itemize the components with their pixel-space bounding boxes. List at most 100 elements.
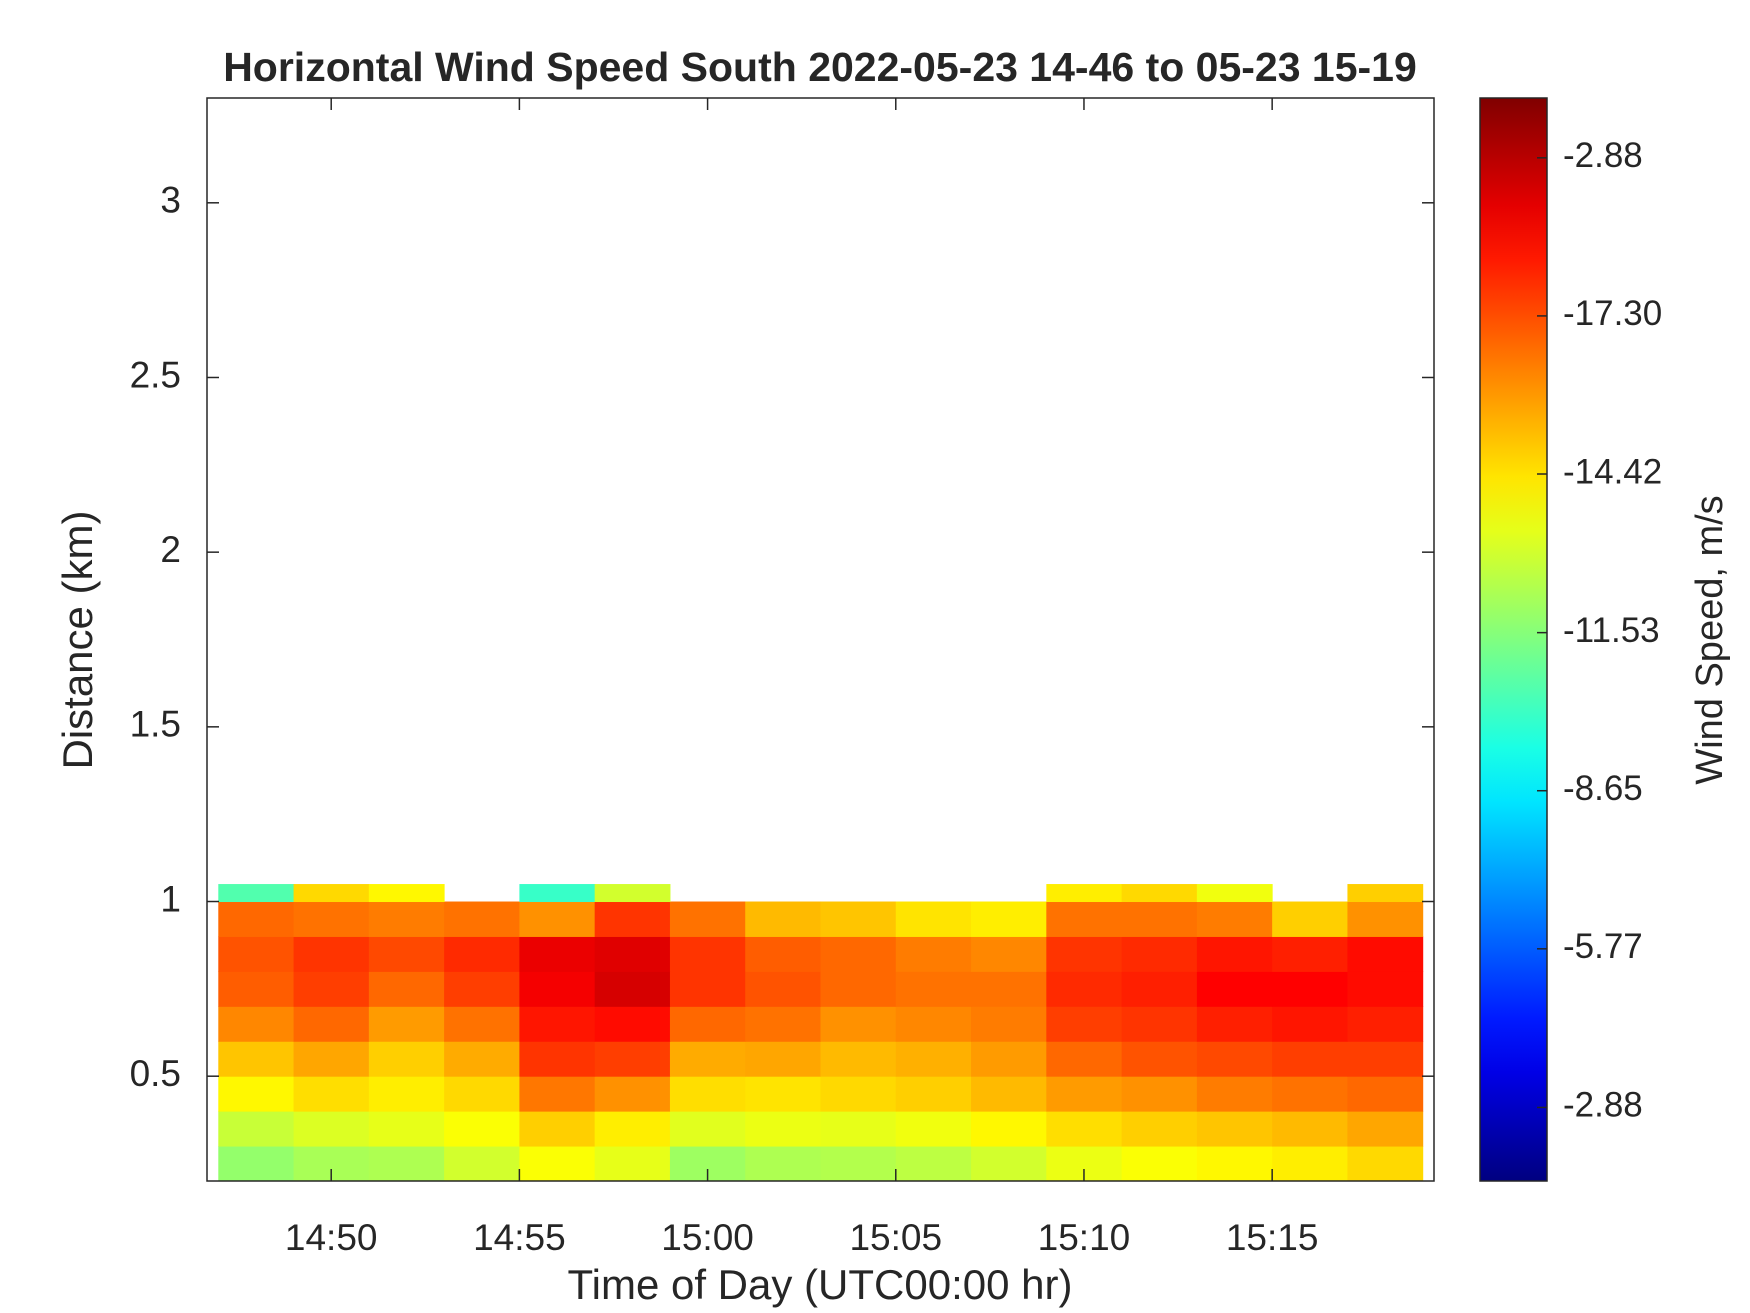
heatmap-cell <box>293 971 370 1007</box>
heatmap-cell <box>895 936 972 972</box>
heatmap-cell <box>594 1146 671 1182</box>
heatmap-cell <box>218 1146 295 1182</box>
colorbar-label: Wind Speed, m/s <box>1689 495 1731 784</box>
heatmap-cell <box>218 901 295 937</box>
heatmap-cell <box>895 1111 972 1147</box>
heatmap-cell <box>1272 901 1348 937</box>
heatmap-cell <box>669 971 746 1007</box>
heatmap-cell <box>1046 1076 1123 1112</box>
heatmap-cell <box>519 1006 596 1042</box>
heatmap-cell <box>1196 884 1273 903</box>
heatmap-cell <box>519 1041 596 1077</box>
heatmap-cell <box>745 971 821 1007</box>
heatmap-cell <box>895 971 972 1007</box>
x-tick-label: 15:00 <box>661 1217 754 1258</box>
heatmap-cell <box>1196 1041 1273 1077</box>
colorbar-tick-label: -5.77 <box>1563 927 1643 966</box>
heatmap-cell <box>1196 1111 1273 1147</box>
colorbar-tick-label: -2.88 <box>1563 136 1643 175</box>
heatmap-cell <box>1347 936 1424 972</box>
heatmap-cell <box>519 884 596 903</box>
heatmap-cell <box>895 1006 972 1042</box>
heatmap-cell <box>1046 936 1123 972</box>
heatmap-cell <box>594 971 671 1007</box>
y-tick-label: 1.5 <box>130 704 181 745</box>
heatmap-cell <box>745 1041 821 1077</box>
heatmap-cell <box>820 936 897 972</box>
x-tick-label: 14:50 <box>285 1217 378 1258</box>
heatmap-cell <box>444 1146 520 1182</box>
heatmap-cell <box>368 1006 445 1042</box>
heatmap-cell <box>594 1006 671 1042</box>
y-tick-label: 0.5 <box>130 1053 181 1094</box>
heatmap-cell <box>820 1006 897 1042</box>
heatmap-cell <box>368 1146 445 1182</box>
heatmap-cell <box>820 971 897 1007</box>
heatmap-cell <box>1046 1006 1123 1042</box>
heatmap-cell <box>444 1111 520 1147</box>
heatmap-cell <box>519 1146 596 1182</box>
heatmap-cell <box>218 971 295 1007</box>
heatmap-cell <box>368 901 445 937</box>
heatmap-cell <box>971 1076 1047 1112</box>
heatmap-cell <box>1272 971 1348 1007</box>
heatmap-cell <box>293 1041 370 1077</box>
heatmap-cell <box>368 884 445 903</box>
heatmap-cell <box>895 1076 972 1112</box>
heatmap-cell <box>1121 901 1198 937</box>
x-tick-label: 14:55 <box>473 1217 566 1258</box>
heatmap-cell <box>1196 971 1273 1007</box>
heatmap-cell <box>669 1006 746 1042</box>
heatmap-cell <box>745 936 821 972</box>
heatmap-cell <box>293 1111 370 1147</box>
heatmap-cell <box>594 936 671 972</box>
heatmap-cell <box>1272 1006 1348 1042</box>
heatmap-cell <box>971 971 1047 1007</box>
heatmap-cell <box>1121 1006 1198 1042</box>
heatmap-cell <box>368 971 445 1007</box>
heatmap-cell <box>594 1076 671 1112</box>
heatmap-cell <box>519 971 596 1007</box>
heatmap-cell <box>745 1111 821 1147</box>
heatmap-cell <box>1121 936 1198 972</box>
heatmap-cell <box>444 971 520 1007</box>
heatmap-cell <box>971 1146 1047 1182</box>
heatmap-cell <box>218 884 295 903</box>
heatmap-cell <box>444 936 520 972</box>
heatmap-cell <box>444 1006 520 1042</box>
heatmap-cell <box>971 936 1047 972</box>
heatmap-cell <box>1272 1076 1348 1112</box>
heatmap-cell <box>1347 901 1424 937</box>
colorbar-tick-label: -2.88 <box>1563 1086 1643 1125</box>
heatmap-cell <box>1272 936 1348 972</box>
heatmap-cell <box>218 1041 295 1077</box>
heatmap-cell <box>218 1076 295 1112</box>
heatmap-cell <box>594 901 671 937</box>
heatmap-cell <box>1196 936 1273 972</box>
x-tick-label: 15:15 <box>1226 1217 1319 1258</box>
heatmap-cell <box>820 1076 897 1112</box>
chart-title: Horizontal Wind Speed South 2022-05-23 1… <box>223 44 1417 90</box>
heatmap-cell <box>519 1111 596 1147</box>
heatmap-cell <box>519 936 596 972</box>
heatmap-cell <box>1347 884 1424 903</box>
heatmap-cell <box>1347 1076 1424 1112</box>
x-tick-label: 15:05 <box>849 1217 942 1258</box>
heatmap-cell <box>1196 1076 1273 1112</box>
heatmap-cell <box>293 884 370 903</box>
heatmap-cell <box>1121 1146 1198 1182</box>
heatmap-cell <box>444 1076 520 1112</box>
heatmap-cell <box>1121 1076 1198 1112</box>
heatmap-cell <box>1347 1146 1424 1182</box>
y-tick-label: 3 <box>160 180 181 221</box>
heatmap-cell <box>293 1006 370 1042</box>
colorbar-tick-label: -8.65 <box>1563 769 1643 808</box>
heatmap-cell <box>1272 1041 1348 1077</box>
heatmap-cell <box>368 1041 445 1077</box>
heatmap-cell <box>218 1006 295 1042</box>
heatmap-cell <box>218 936 295 972</box>
colorbar-tick-label: -11.53 <box>1563 611 1660 650</box>
heatmap-cell <box>895 1041 972 1077</box>
